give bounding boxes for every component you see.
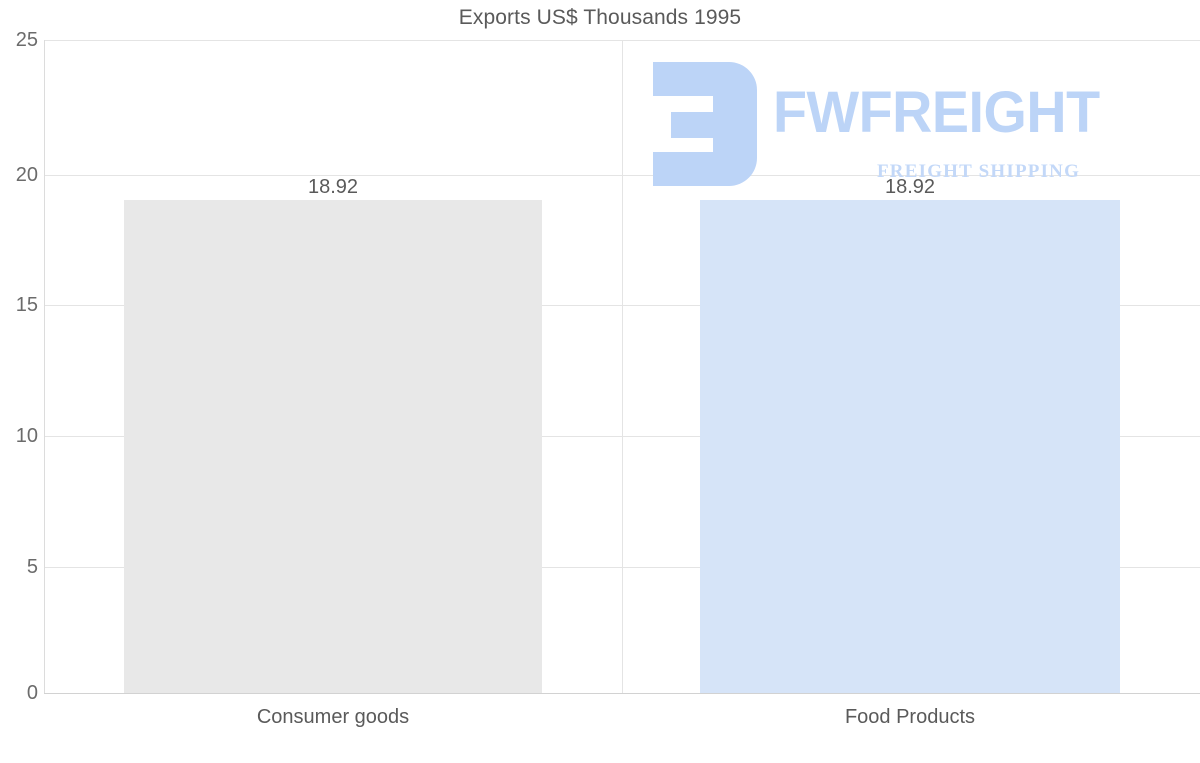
y-tick-label-20: 20 (15, 164, 38, 186)
y-tick-label-25: 25 (15, 29, 38, 51)
gridline-0 (44, 693, 1200, 694)
y-tick-label-0: 0 (26, 682, 38, 704)
bar-food-products[interactable] (700, 200, 1120, 693)
y-tick-label-15: 15 (15, 294, 38, 316)
category-separator-gridline (622, 40, 623, 693)
chart-title: Exports US$ Thousands 1995 (458, 6, 742, 29)
y-tick-label-10: 10 (15, 425, 38, 447)
x-tick-label-consumer-goods: Consumer goods (256, 706, 410, 728)
plot-area: 18.92 18.92 (44, 40, 1200, 694)
y-tick-label-5: 5 (26, 556, 38, 578)
x-tick-label-food-products: Food Products (844, 706, 976, 728)
bar-consumer-goods[interactable] (124, 200, 542, 693)
bar-value-label-consumer-goods: 18.92 (307, 176, 359, 198)
bar-value-label-food-products: 18.92 (884, 176, 936, 198)
y-axis-line (44, 40, 45, 693)
